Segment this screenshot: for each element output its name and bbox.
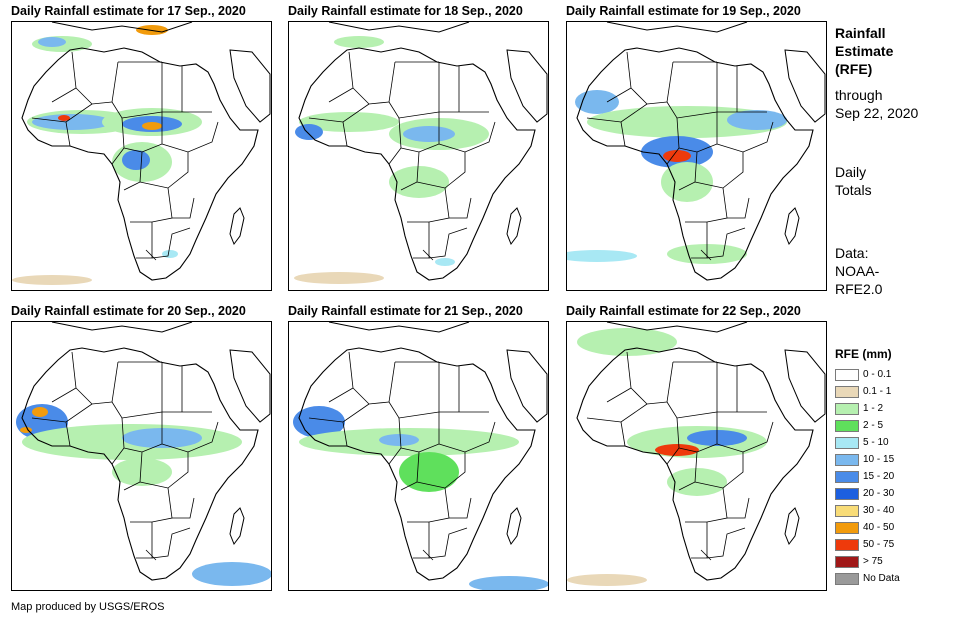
panel-title: Daily Rainfall estimate for 19 Sep., 202… — [566, 4, 801, 18]
rainfall-overlay — [567, 90, 787, 264]
legend-swatch — [835, 437, 859, 449]
panel-title: Daily Rainfall estimate for 21 Sep., 202… — [288, 304, 523, 318]
legend-label: 20 - 30 — [863, 488, 895, 499]
legend-swatch — [835, 420, 859, 432]
legend-label: 30 - 40 — [863, 505, 895, 516]
legend-swatch — [835, 522, 859, 534]
legend-item: 20 - 30 — [835, 486, 955, 503]
legend-label: 10 - 15 — [863, 454, 895, 465]
legend-label: 5 - 10 — [863, 437, 889, 448]
map-title: Rainfall Estimate (RFE) — [835, 25, 894, 77]
legend-swatch — [835, 369, 859, 381]
legend-label: No Data — [863, 573, 900, 584]
legend-label: 0.1 - 1 — [863, 386, 892, 397]
rainfall-map — [11, 21, 272, 291]
legend-swatch — [835, 539, 859, 551]
legend-swatch — [835, 505, 859, 517]
data-source-note: Data: NOAA- RFE2.0 — [835, 245, 883, 297]
legend-title: RFE (mm) — [835, 347, 892, 361]
map-credit: Map produced by USGS/EROS — [11, 601, 165, 613]
through-date: through Sep 22, 2020 — [835, 87, 919, 121]
legend-item: 0 - 0.1 — [835, 367, 955, 384]
legend-swatch — [835, 471, 859, 483]
legend-label: 0 - 0.1 — [863, 369, 892, 380]
panel-title: Daily Rainfall estimate for 20 Sep., 202… — [11, 304, 246, 318]
rainfall-map — [288, 321, 549, 591]
legend-item: 5 - 10 — [835, 435, 955, 452]
rainfall-map — [288, 21, 549, 291]
legend-swatch — [835, 488, 859, 500]
legend-item: 10 - 15 — [835, 452, 955, 469]
rainfall-overlay — [16, 404, 271, 586]
legend-swatch — [835, 403, 859, 415]
panel-title: Daily Rainfall estimate for 18 Sep., 202… — [288, 4, 523, 18]
rfe-legend: RFE (mm) 0 - 0.1 0.1 - 1 1 - 2 2 - 5 5 - 10 1… — [835, 347, 955, 588]
legend-item: 2 - 5 — [835, 418, 955, 435]
legend-swatch — [835, 454, 859, 466]
rainfall-map — [566, 321, 827, 591]
legend-label: 50 - 75 — [863, 539, 895, 550]
panel-title: Daily Rainfall estimate for 17 Sep., 202… — [11, 4, 246, 18]
legend-item: 1 - 2 — [835, 401, 955, 418]
legend-label: 1 - 2 — [863, 403, 884, 414]
rainfall-map — [11, 321, 272, 591]
legend-label: > 75 — [863, 556, 883, 567]
rainfall-map — [566, 21, 827, 291]
legend-item: 50 - 75 — [835, 537, 955, 554]
legend-swatch — [835, 573, 859, 585]
legend-item: 15 - 20 — [835, 469, 955, 486]
legend-swatch — [835, 386, 859, 398]
legend-label: 40 - 50 — [863, 522, 895, 533]
daily-totals-note: Daily Totals — [835, 164, 872, 198]
rainfall-overlay — [293, 406, 548, 590]
legend-label: 2 - 5 — [863, 420, 884, 431]
rainfall-overlay — [12, 25, 202, 285]
legend-swatch — [835, 556, 859, 568]
panel-title: Daily Rainfall estimate for 22 Sep., 202… — [566, 304, 801, 318]
legend-item: 30 - 40 — [835, 503, 955, 520]
legend-item: 0.1 - 1 — [835, 384, 955, 401]
legend-item: > 75 — [835, 554, 955, 571]
legend-label: 15 - 20 — [863, 471, 895, 482]
legend-item: No Data — [835, 571, 955, 588]
legend-item: 40 - 50 — [835, 520, 955, 537]
